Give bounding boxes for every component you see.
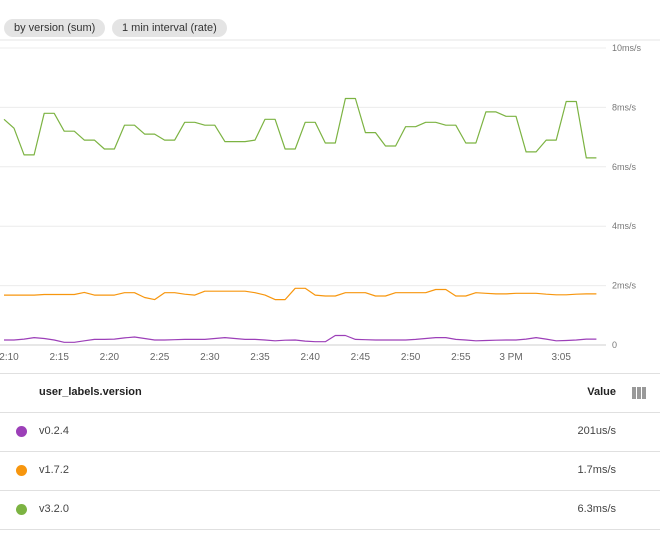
x-tick-label: 3 PM [499,352,522,363]
interval-chip[interactable]: 1 min interval (rate) [112,19,227,37]
row-value: 6.3ms/s [577,503,616,515]
series-line-v0.2.4 [4,334,597,343]
row-label: v3.2.0 [39,503,69,515]
row-value: 1.7ms/s [577,464,616,476]
y-tick-label: 0 [612,340,617,350]
series-color-dot [16,504,27,515]
x-tick-label: 2:40 [300,352,320,363]
series-line-v1.7.2 [4,287,597,301]
y-tick-label: 2ms/s [612,281,637,291]
x-tick-label: 2:35 [250,352,270,363]
x-tick-label: 2:55 [451,352,471,363]
x-tick-label: 2:30 [200,352,220,363]
x-tick-label: 3:05 [551,352,571,363]
column-header-version[interactable]: user_labels.version [39,386,142,398]
row-label: v0.2.4 [39,425,69,437]
x-tick-label: 2:25 [150,352,170,363]
table-header: user_labels.version Value [0,373,660,413]
x-tick-label: 2:15 [49,352,69,363]
series-line-v3.2.0 [3,97,597,159]
y-tick-label: 6ms/s [612,162,637,172]
row-label: v1.7.2 [39,464,69,476]
x-tick-label: 2:50 [401,352,421,363]
series-color-dot [16,426,27,437]
legend-table: user_labels.version Value v0.2.4 201us/s… [0,373,660,530]
line-chart: 0 2ms/s 4ms/s 6ms/s 8ms/s 10ms/s 2:10 2:15 2:20 2… [0,39,660,363]
x-tick-label: 2:45 [351,352,371,363]
view-column-icon[interactable] [632,387,646,399]
series-color-dot [16,465,27,476]
table-row[interactable]: v3.2.0 6.3ms/s [0,491,660,530]
table-row[interactable]: v0.2.4 201us/s [0,413,660,452]
x-tick-label: 2:20 [100,352,120,363]
y-tick-label: 4ms/s [612,221,637,231]
x-tick-label: 2:10 [0,352,19,363]
row-value: 201us/s [577,425,616,437]
y-tick-label: 10ms/s [612,43,642,53]
group-by-chip[interactable]: by version (sum) [4,19,106,37]
y-tick-label: 8ms/s [612,102,637,112]
column-header-value[interactable]: Value [587,386,616,398]
table-row[interactable]: v1.7.2 1.7ms/s [0,452,660,491]
